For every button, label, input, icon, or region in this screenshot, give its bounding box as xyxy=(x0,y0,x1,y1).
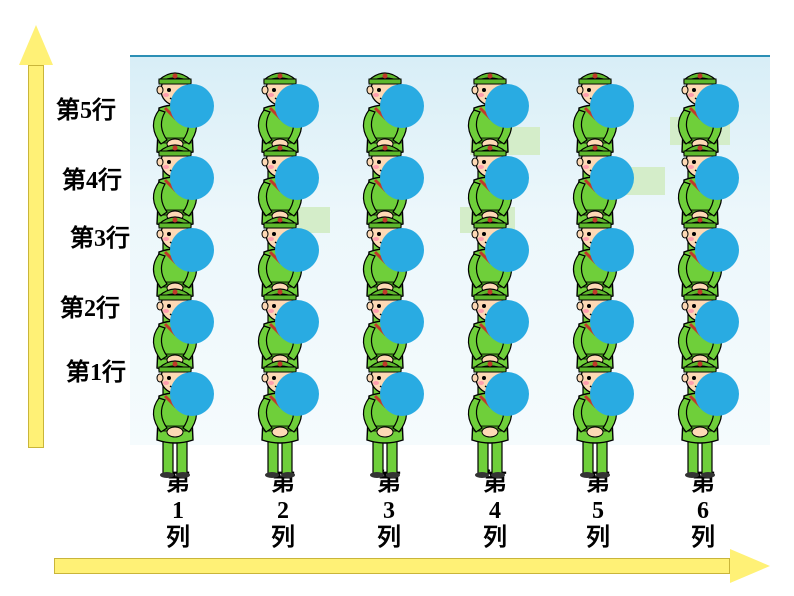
grid-dot xyxy=(695,372,739,416)
grid-dot xyxy=(590,228,634,272)
grid-dot xyxy=(170,372,214,416)
row-label-3: 第3行 xyxy=(70,218,130,253)
grid-dot xyxy=(275,300,319,344)
grid-dot xyxy=(485,228,529,272)
grid-dot xyxy=(380,372,424,416)
row-label-5: 第5行 xyxy=(56,90,116,125)
vertical-axis-arrow-shaft xyxy=(28,65,44,448)
grid-dot xyxy=(170,84,214,128)
grid-dot xyxy=(485,300,529,344)
grid-dot xyxy=(380,84,424,128)
grid-dot xyxy=(695,300,739,344)
col-label-text: 第6列 xyxy=(691,470,715,551)
horizontal-axis-arrow-shaft xyxy=(54,558,730,574)
grid-dot xyxy=(695,228,739,272)
grid-dot xyxy=(275,156,319,200)
horizontal-axis-arrow-head xyxy=(730,549,770,583)
col-label-text: 第4列 xyxy=(483,470,507,551)
grid-dot xyxy=(380,300,424,344)
grid-dot xyxy=(695,84,739,128)
grid-dot xyxy=(275,372,319,416)
col-label-text: 第3列 xyxy=(377,470,401,551)
col-label-2: 第2列 xyxy=(268,470,298,553)
grid-dot xyxy=(485,156,529,200)
vertical-axis-arrow-head xyxy=(19,25,53,65)
grid-dot xyxy=(275,84,319,128)
grid-dot xyxy=(590,372,634,416)
grid-dot xyxy=(275,228,319,272)
grid-dot xyxy=(590,300,634,344)
grid-dot xyxy=(485,372,529,416)
row-label-4: 第4行 xyxy=(62,160,122,195)
col-label-text: 第2列 xyxy=(271,470,295,551)
col-label-3: 第3列 xyxy=(374,470,404,553)
col-label-text: 第1列 xyxy=(166,470,190,551)
coordinate-diagram: 第5行 第4行 第3行 第2行 第1行 第1列 第2列 第3列 第4列 第5列 … xyxy=(0,0,794,596)
grid-dot xyxy=(170,228,214,272)
grid-dot xyxy=(485,84,529,128)
grid-dot xyxy=(695,156,739,200)
grid-dot xyxy=(590,156,634,200)
grid-dot xyxy=(380,156,424,200)
grid-dot xyxy=(380,228,424,272)
grid-dot xyxy=(170,156,214,200)
grid-dot xyxy=(170,300,214,344)
col-label-text: 第5列 xyxy=(586,470,610,551)
grid-dot xyxy=(590,84,634,128)
col-label-1: 第1列 xyxy=(163,470,193,553)
col-label-4: 第4列 xyxy=(480,470,510,553)
row-label-2: 第2行 xyxy=(60,288,120,323)
row-label-1: 第1行 xyxy=(66,352,126,387)
col-label-5: 第5列 xyxy=(583,470,613,553)
col-label-6: 第6列 xyxy=(688,470,718,553)
